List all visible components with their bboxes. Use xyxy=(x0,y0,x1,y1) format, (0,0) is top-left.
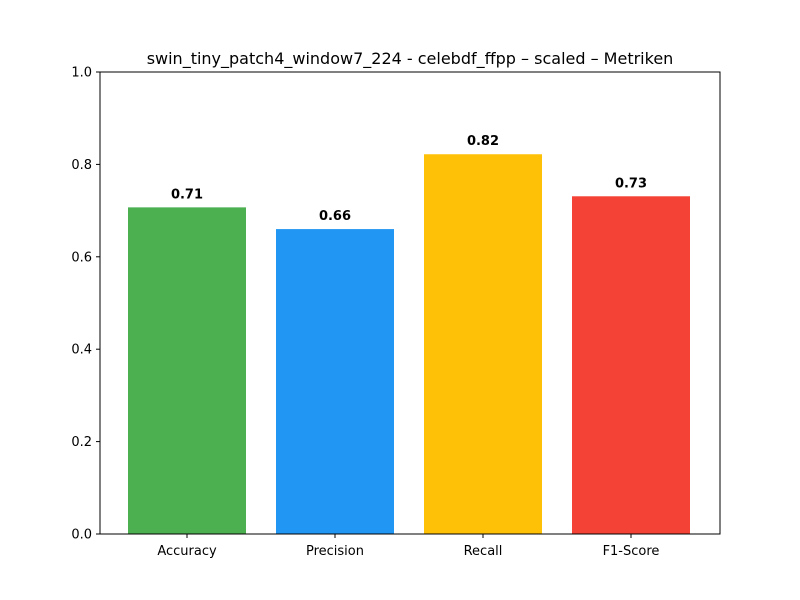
y-tick-label: 0.6 xyxy=(71,250,92,265)
bar-recall xyxy=(424,154,542,534)
y-tick-label: 0.2 xyxy=(71,435,92,450)
data-label: 0.66 xyxy=(319,209,351,224)
y-tick-label: 0.4 xyxy=(71,343,92,358)
chart-title: swin_tiny_patch4_window7_224 - celebdf_f… xyxy=(147,49,674,69)
x-tick-label: Recall xyxy=(464,544,503,559)
x-tick-label: Precision xyxy=(306,544,364,559)
x-tick-label: Accuracy xyxy=(157,544,217,559)
x-tick-label: F1-Score xyxy=(603,544,660,559)
axes-frame xyxy=(99,71,721,535)
data-label: 0.82 xyxy=(467,134,499,149)
bar-accuracy xyxy=(128,207,246,534)
y-tick-label: 0.8 xyxy=(71,158,92,173)
y-tick-label: 0.0 xyxy=(71,528,92,543)
y-tick-label: 1.0 xyxy=(71,66,92,81)
plot-area: 0.71 Accuracy 0.66 Precision 0.82 Recall 0.73 F… xyxy=(71,66,721,559)
data-label: 0.73 xyxy=(615,176,647,191)
bar-precision xyxy=(276,229,394,534)
data-label: 0.71 xyxy=(171,187,203,202)
bar-f1-score xyxy=(572,196,690,534)
